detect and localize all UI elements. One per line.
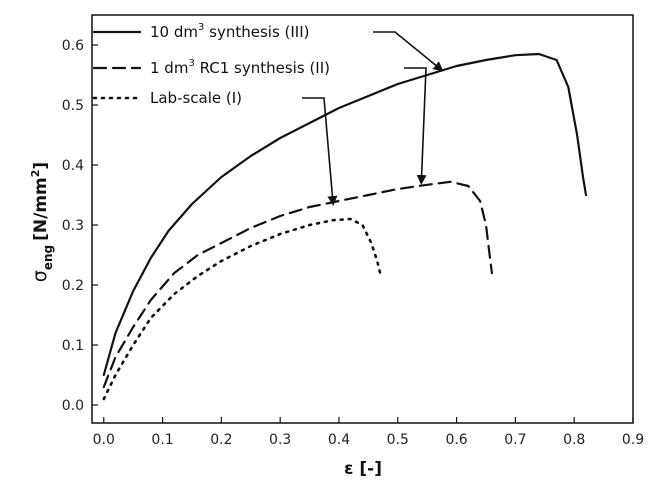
y-tick-label: 0.2 xyxy=(62,278,84,294)
x-tick-label: 0.5 xyxy=(387,432,409,448)
legend-label-1: 10 dm3 synthesis (III) xyxy=(150,22,310,41)
series-line-1 xyxy=(102,52,588,377)
series-line-2 xyxy=(102,180,493,389)
data-series xyxy=(102,52,588,401)
annotation-arrow-3 xyxy=(302,97,338,206)
y-tick-label: 0.5 xyxy=(62,98,84,114)
x-tick-label: 0.2 xyxy=(210,432,232,448)
x-tick-label: 0.9 xyxy=(622,432,644,448)
axis-ticks: 0.0 0.1 0.2 0.3 0.4 0.5 0.6 0.7 0.8 0.9 0.0 0.1 0.2 0… xyxy=(62,38,644,448)
x-tick-label: 0.6 xyxy=(445,432,467,448)
y-tick-label: 0.0 xyxy=(62,398,84,414)
y-axis-label: σeng[N/mm2] xyxy=(29,162,55,282)
y-tick-label: 0.6 xyxy=(62,38,84,54)
y-tick-label: 0.3 xyxy=(62,218,84,234)
x-axis-label: ε [-] xyxy=(344,459,382,479)
x-tick-label: 0.7 xyxy=(504,432,526,448)
series-labels: 10 dm3 synthesis (III) 1 dm3 RC1 synthesi… xyxy=(92,22,330,107)
series-line-3 xyxy=(102,217,382,401)
x-tick-label: 0.8 xyxy=(563,432,585,448)
y-tick-label: 0.1 xyxy=(62,338,84,354)
legend-label-2: 1 dm3 RC1 synthesis (II) xyxy=(150,58,330,77)
x-tick-label: 0.0 xyxy=(93,432,115,448)
annotation-arrow-2 xyxy=(404,67,427,185)
x-tick-label: 0.3 xyxy=(269,432,291,448)
annotation-arrow-1 xyxy=(373,31,444,72)
y-tick-label: 0.4 xyxy=(62,158,84,174)
x-tick-label: 0.1 xyxy=(151,432,173,448)
legend-label-3: Lab-scale (I) xyxy=(150,89,242,107)
plot-frame xyxy=(91,14,634,424)
x-tick-label: 0.4 xyxy=(328,432,350,448)
annotation-arrows xyxy=(302,31,444,206)
